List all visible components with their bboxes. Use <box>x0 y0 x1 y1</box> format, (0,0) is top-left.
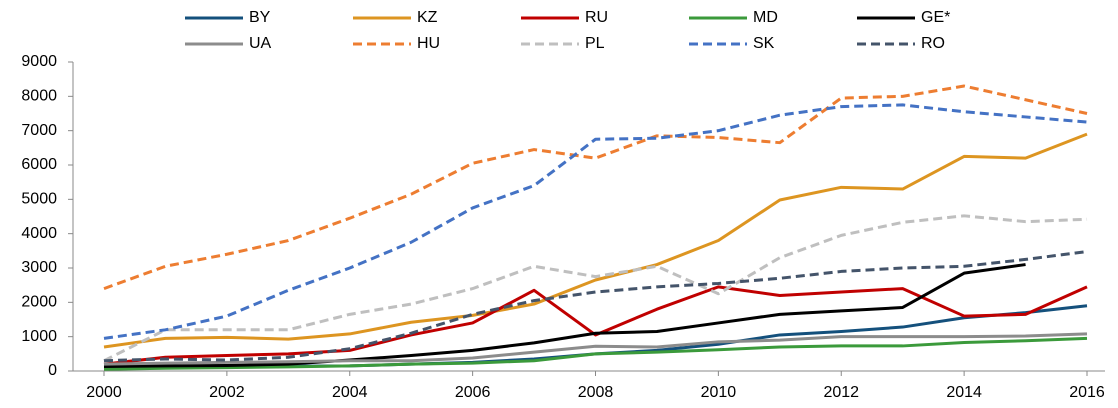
x-tick-label: 2004 <box>332 384 368 401</box>
x-tick-label: 2006 <box>455 384 491 401</box>
series-line <box>103 103 1088 340</box>
y-tick-label: 4000 <box>21 225 57 242</box>
legend-label: BY <box>249 9 271 26</box>
series-line <box>103 250 1088 363</box>
legend-label: KZ <box>417 9 438 26</box>
legend-label: GE* <box>921 9 950 26</box>
x-tick-label: 2016 <box>1069 384 1105 401</box>
series-line <box>103 336 1088 371</box>
y-tick-label: 2000 <box>21 294 57 311</box>
y-tick-label: 5000 <box>21 191 57 208</box>
legend-label: RU <box>585 9 608 26</box>
legend-label: HU <box>417 35 440 52</box>
x-tick-label: 2000 <box>86 384 122 401</box>
legend-label: SK <box>753 35 775 52</box>
legend-label: UA <box>249 35 272 52</box>
y-tick-label: 0 <box>48 362 57 379</box>
x-tick-label: 2010 <box>701 384 737 401</box>
y-tick-label: 7000 <box>21 122 57 139</box>
series-line <box>103 214 1088 363</box>
legend-label: MD <box>753 9 778 26</box>
legend-label: PL <box>585 35 605 52</box>
x-tick-label: 2008 <box>578 384 614 401</box>
y-tick-label: 6000 <box>21 156 57 173</box>
x-tick-label: 2014 <box>946 384 982 401</box>
series-line <box>103 332 1088 366</box>
y-tick-label: 9000 <box>21 53 57 70</box>
series-line <box>103 263 1026 369</box>
series-line <box>103 84 1088 291</box>
x-tick-label: 2002 <box>209 384 245 401</box>
legend-label: RO <box>921 35 945 52</box>
y-tick-label: 1000 <box>21 328 57 345</box>
x-tick-label: 2012 <box>823 384 859 401</box>
y-tick-label: 8000 <box>21 88 57 105</box>
series-line <box>103 132 1088 349</box>
y-tick-label: 3000 <box>21 259 57 276</box>
